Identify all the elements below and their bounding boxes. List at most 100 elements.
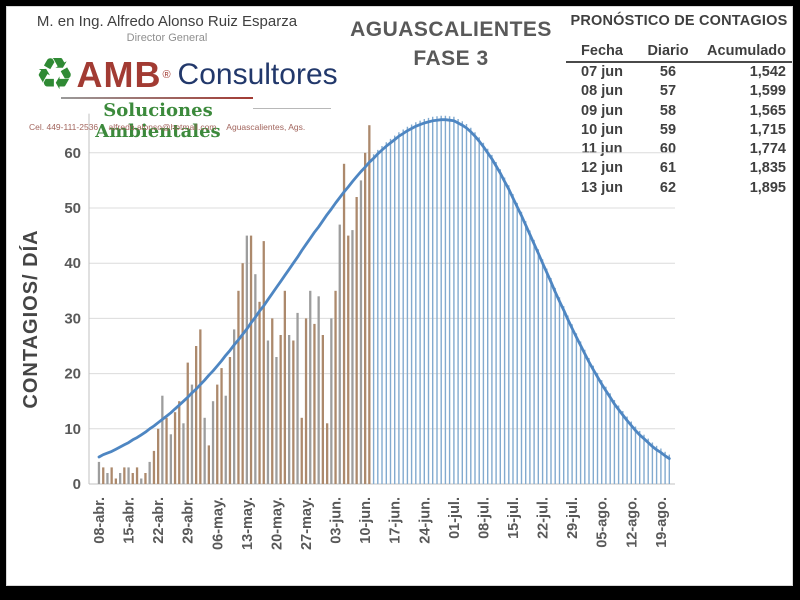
x-tick-label: 29-abr. [181, 497, 197, 544]
actual-bar [148, 461, 151, 484]
actual-bar [152, 450, 156, 484]
cell-diario: 61 [659, 160, 677, 177]
x-tick-label: 01-jul. [447, 497, 463, 539]
y-tick-label: 30 [64, 310, 81, 327]
cell-diario: 59 [659, 121, 677, 138]
actual-bar [186, 362, 189, 484]
table-row: 10 jun 59 1,715 [566, 121, 792, 140]
cell-fecha: 13 jun [581, 179, 623, 196]
title-line-2: FASE 3 [413, 47, 489, 70]
actual-bar [199, 329, 202, 484]
x-tick-label: 12-ago. [624, 497, 640, 548]
x-tick-label: 22-abr. [151, 497, 167, 544]
x-tick-label: 08-jul. [476, 497, 492, 539]
cell-acumulado: 1,835 [749, 160, 786, 177]
col-header-fecha: Fecha [581, 43, 623, 59]
actual-bar [279, 335, 282, 484]
x-tick-label: 22-jul. [536, 497, 552, 539]
person-role: Director General [126, 32, 208, 44]
decorative-line [253, 108, 331, 109]
y-tick-label: 0 [73, 476, 81, 493]
actual-bar [296, 312, 299, 484]
recycle-icon: ♻ [35, 50, 75, 99]
y-tick-label: 50 [64, 200, 81, 217]
contact-line: Cel. 449-111-2536 alfredo.alonso@hotmail… [29, 122, 329, 132]
actual-bar [131, 473, 134, 484]
actual-bar [351, 230, 354, 484]
cell-acumulado: 1,715 [749, 121, 786, 138]
contact-location: Aguascalientes, Ags. [226, 122, 306, 132]
title-line-1: AGUASCALIENTES [350, 18, 552, 41]
actual-bar [173, 412, 177, 484]
actual-bar [220, 368, 223, 484]
actual-bar [309, 290, 312, 484]
actual-bar [207, 445, 210, 484]
brand-consultores: Consultores [177, 58, 338, 91]
contact-phone: Cel. 449-111-2536 [29, 122, 99, 132]
actual-bar [249, 235, 253, 484]
actual-bar [216, 384, 219, 484]
actual-bar [140, 478, 143, 484]
actual-bar [114, 478, 117, 484]
actual-bar [237, 290, 240, 484]
x-tick-label: 03-jun. [329, 497, 345, 544]
cell-acumulado: 1,774 [749, 141, 786, 158]
actual-bar [97, 461, 101, 484]
x-tick-label: 27-may. [299, 497, 315, 550]
x-tick-label: 08-abr. [92, 497, 108, 544]
table-row: 07 jun 56 1,542 [566, 63, 792, 82]
consultant-header: M. en Ing. Alfredo Alonso Ruiz Esparza D… [29, 11, 338, 142]
actual-bar [127, 467, 130, 484]
actual-bar [368, 125, 371, 484]
actual-bar [342, 163, 346, 485]
y-tick-label: 10 [64, 421, 81, 438]
x-tick-label: 10-jun. [358, 497, 374, 544]
actual-bar [102, 467, 105, 484]
forecast-table: PRONÓSTICO DE CONTAGIOS Fecha Diario Acu… [566, 13, 792, 198]
contact-email: alfredo.alonso@hotmail.com [108, 122, 217, 132]
actual-bar [330, 318, 333, 484]
col-header-acumulado: Acumulado [707, 43, 786, 59]
actual-bar [258, 301, 261, 484]
actual-bar [203, 417, 206, 484]
actual-bar [317, 296, 320, 484]
x-tick-label: 29-jul. [565, 497, 581, 539]
actual-bar [275, 357, 278, 484]
cell-fecha: 12 jun [581, 160, 623, 177]
y-tick-label: 60 [64, 145, 81, 162]
x-tick-label: 19-ago. [654, 497, 670, 548]
x-tick-label: 15-jul. [506, 497, 522, 539]
actual-bar [165, 417, 168, 484]
actual-bar [300, 417, 303, 484]
actual-bar [292, 340, 295, 484]
table-row: 09 jun 58 1,565 [566, 102, 792, 121]
table-row: 08 jun 57 1,599 [566, 82, 792, 101]
page-title: AGUASCALIENTES FASE 3 [331, 15, 571, 73]
actual-bar [161, 395, 164, 484]
x-tick-label: 20-may. [269, 497, 285, 550]
actual-bar [355, 197, 358, 484]
cell-acumulado: 1,599 [749, 83, 786, 100]
actual-bar [334, 290, 337, 484]
table-row: 12 jun 61 1,835 [566, 159, 792, 178]
y-tick-label: 40 [64, 255, 81, 272]
actual-bar [169, 434, 172, 484]
brand-amb: AMB [76, 54, 162, 95]
cell-diario: 58 [659, 102, 677, 119]
cell-diario: 57 [659, 83, 677, 100]
actual-bar [262, 241, 265, 484]
actual-bar [157, 428, 160, 484]
actual-bar [283, 290, 286, 484]
cell-fecha: 10 jun [581, 121, 623, 138]
actual-bar [254, 274, 257, 484]
registered-mark: ® [162, 69, 171, 81]
actual-bar [338, 224, 341, 484]
actual-bar [321, 335, 324, 484]
actual-bar [106, 473, 109, 484]
actual-bar [304, 318, 308, 484]
x-tick-label: 05-ago. [595, 497, 611, 548]
actual-bar [135, 467, 139, 484]
cell-fecha: 09 jun [581, 102, 623, 119]
actual-bar [241, 263, 244, 484]
actual-bar [178, 401, 181, 484]
